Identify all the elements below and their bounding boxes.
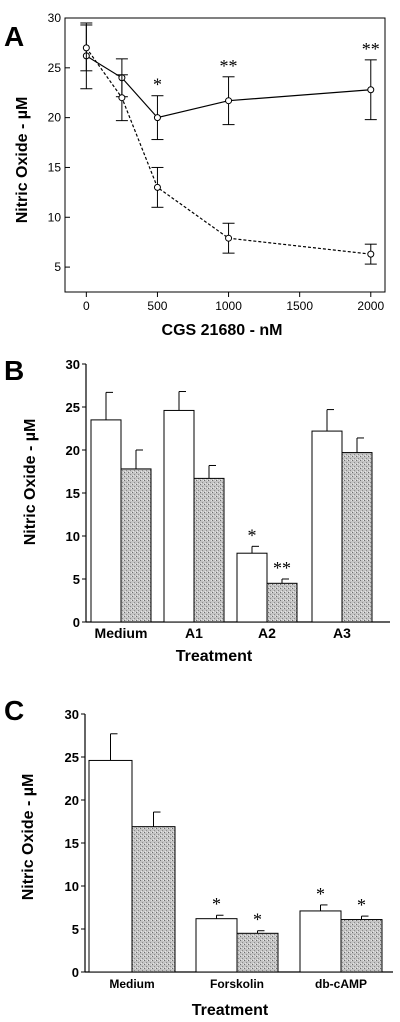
- panel-b-bar: [236, 552, 268, 623]
- panel-b-ytick-label: 0: [73, 615, 80, 630]
- panel-b-category-label: Medium: [95, 625, 148, 641]
- panel-c-ytick-label: 15: [65, 836, 79, 851]
- panel-c-ytick-label: 5: [72, 922, 79, 937]
- panel-b-category-label: A3: [333, 625, 351, 641]
- panel-b-bar: [163, 409, 195, 623]
- panel-b-ytick-label: 25: [66, 400, 80, 415]
- panel-b-bar: [266, 582, 298, 623]
- panel-c-bar: [299, 910, 342, 973]
- panel-c-ylabel: Nitric Oxide - µM: [20, 774, 37, 901]
- panel-a-ytick-label: 20: [48, 111, 62, 125]
- panel-a-xtick-label: 0: [83, 299, 90, 313]
- panel-c-category-label: Medium: [109, 977, 154, 991]
- panel-b-bar: [341, 452, 373, 623]
- panel-c-ytick-label: 0: [72, 965, 79, 980]
- panel-a-sig-label: *: [153, 75, 162, 95]
- panel-letter-b: B: [4, 355, 24, 386]
- panel-a-xtick-label: 500: [147, 299, 167, 313]
- panel-a-point: [153, 183, 161, 191]
- panel-a-ytick-label: 10: [48, 210, 62, 224]
- panel-a-point: [225, 97, 233, 105]
- panel-b-xlabel: Treatment: [176, 648, 253, 665]
- panel-c-sig-label: *: [357, 895, 366, 915]
- panel-c-ytick-label: 25: [65, 750, 79, 765]
- panel-b-ytick-label: 10: [66, 529, 80, 544]
- panel-a-xtick-label: 1000: [215, 299, 242, 313]
- panel-letter-c: C: [4, 695, 24, 726]
- panel-a-point: [153, 114, 161, 122]
- panel-b-bar: [120, 468, 152, 623]
- panel-b-ytick-label: 20: [66, 443, 80, 458]
- panel-a-ytick-label: 5: [54, 260, 61, 274]
- panel-b-ytick-label: 15: [66, 486, 80, 501]
- panel-c-bar: [88, 759, 133, 973]
- panel-b-category-label: A1: [185, 625, 203, 641]
- panel-c-category-label: db-cAMP: [315, 977, 367, 991]
- panel-a-ytick-label: 15: [48, 160, 62, 174]
- panel-c-sig-label: *: [316, 884, 325, 904]
- panel-b: Nitric Oxide - µM Treatment 0 5 10 15 20 25 30…: [22, 357, 390, 665]
- panel-a-ylabel: Nitric Oxide - µM: [14, 97, 31, 224]
- panel-a-point: [225, 234, 233, 242]
- panel-letter-a: A: [4, 21, 24, 52]
- panel-a-ytick-label: 25: [48, 61, 62, 75]
- panel-b-ytick-label: 5: [73, 572, 80, 587]
- panel-b-sig-label: *: [248, 525, 257, 545]
- panel-c-bar: [195, 918, 238, 973]
- panel-c-ytick-label: 20: [65, 793, 79, 808]
- panel-a-xlabel: CGS 21680 - nM: [162, 322, 283, 339]
- panel-b-bar: [311, 430, 343, 623]
- panel-a-sig-label: **: [220, 56, 238, 76]
- panel-a-xtick-label: 2000: [357, 299, 384, 313]
- panel-c-ytick-label: 10: [65, 879, 79, 894]
- panel-a: Nitric Oxide - µM CGS 21680 - nM 5 10 15 20…: [14, 11, 386, 339]
- panel-b-ytick-label: 30: [66, 357, 80, 372]
- panel-c-sig-label: *: [253, 910, 262, 930]
- panel-b-ylabel: Nitric Oxide - µM: [22, 419, 39, 546]
- panel-b-bar: [193, 477, 225, 623]
- panel-b-bar: [90, 419, 122, 623]
- panel-c-bar: [236, 932, 279, 973]
- panel-c-xlabel: Treatment: [192, 1002, 269, 1019]
- panel-b-sig-label: **: [273, 558, 291, 578]
- panel-c: Nitric Oxide - µM Treatment 0 5 10 15 20 25 30…: [20, 707, 393, 1019]
- panel-c-plot: 0 5 10 15 20 25 30 Medium * * Forskolin * * db-cAMP: [65, 707, 393, 991]
- panel-c-ytick-label: 30: [65, 707, 79, 722]
- panel-a-ytick-label: 30: [48, 11, 62, 25]
- panel-a-point: [367, 250, 375, 258]
- panel-a-point: [367, 86, 375, 94]
- panel-a-sig-label: **: [362, 39, 380, 59]
- panel-a-frame: [64, 17, 386, 293]
- panel-a-point: [82, 44, 90, 52]
- panel-a-xtick-label: 1500: [286, 299, 313, 313]
- panel-b-category-label: A2: [258, 625, 276, 641]
- panel-c-bar: [340, 919, 383, 973]
- panel-c-category-label: Forskolin: [210, 977, 264, 991]
- panel-a-point: [118, 94, 126, 102]
- panel-c-sig-label: *: [212, 894, 221, 914]
- panel-c-bar: [131, 826, 176, 973]
